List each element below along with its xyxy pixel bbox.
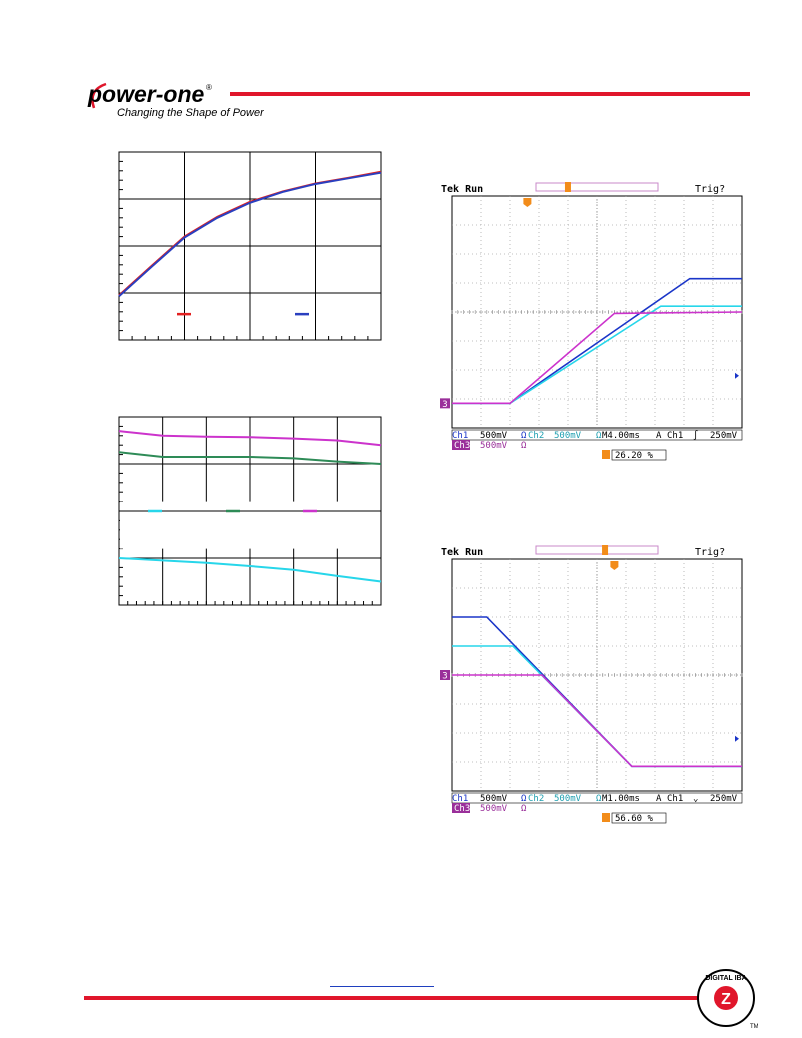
readout-timebase: M4.00ms [602,431,640,441]
digital-iba-badge-icon: Z DIGITAL IBA TM [697,969,758,1030]
series-line-2 [118,451,382,465]
legend-band [120,501,380,549]
readout-trig-mode: A [656,431,662,441]
readout-ch1: Ch1 [452,431,468,441]
trigger-position-frame [611,812,667,824]
scope-markers: 3 [440,182,739,410]
trigger-level-arrow-icon [735,735,739,742]
series-group [118,170,382,298]
readout-ch2-coupling: Ω [596,794,602,804]
readout-trig-slope: ∫ [693,430,698,441]
trigger-time-marker-icon [610,561,619,570]
scope-capture-startup: Tek Run Trig? 3 Ch1 500mV Ω Ch2 500mV Ω M4.00m… [438,180,748,465]
readout-trig-slope: ⌄ [693,794,698,804]
grid [119,152,381,340]
footer-rule [84,996,698,1000]
readout-row-frame [451,792,743,804]
trig-status: Trig? [695,184,725,195]
readout-ch3: Ch3 [454,804,470,814]
scope-status: Tek Run [441,184,483,195]
legend [119,501,381,549]
graticule [451,196,743,428]
chart-multi-series [118,416,382,606]
badge-text: DIGITAL IBA [705,975,746,982]
trig-status: Trig? [695,547,725,558]
scope-status: Tek Run [441,547,483,558]
readout-timebase: M1.00ms [602,794,640,804]
trigger-time-marker-icon [523,198,532,207]
logo-tagline: Changing the Shape of Power [117,107,264,119]
axis-ticks [118,416,382,606]
series-line-2 [118,171,382,298]
readout-trigger-position: 56.60 % [615,814,654,824]
readout-ch3-box [452,440,470,450]
readout-ch3-box [452,803,470,813]
record-bar [535,182,659,192]
readout-ch3-scale: 500mV [480,804,508,814]
badge-trademark: TM [750,1024,758,1030]
record-bar [535,545,659,555]
readout-ch3-coupling: Ω [521,441,527,451]
readout-ch1-scale: 500mV [480,431,508,441]
logo-registered-mark: ® [206,83,212,92]
readout-trigger-position: 26.20 % [615,451,654,461]
series-line-1 [118,557,382,583]
channel-3-marker-label: 3 [442,400,447,410]
readout-ch1-coupling: Ω [521,431,527,441]
readout-trig-mode: A [656,794,662,804]
readout-ch3-scale: 500mV [480,441,508,451]
trigger-position-icon [602,545,609,555]
scope-capture-shutdown: Tek Run Trig? 3 Ch1 500mV Ω Ch2 500mV Ω M1.00m… [438,543,748,828]
axis-ticks [118,151,382,341]
trace-ch3 [452,311,743,405]
readout-row-frame [451,429,743,441]
badge-letter: Z [721,991,731,1008]
readout-ch1: Ch1 [452,794,468,804]
trigger-position-readout-icon [602,813,610,822]
footer-link[interactable] [330,986,434,987]
channel-3-marker-label: 3 [442,672,447,682]
scope-screen: Tek Run Trig? 3 Ch1 500mV Ω Ch2 500mV Ω M1.00m… [440,545,743,824]
waveform-traces [452,616,742,768]
trigger-position-readout-icon [602,450,610,459]
channel-3-marker [440,398,450,409]
logo-brand-name: power-one [87,81,204,107]
header-rule [230,92,750,96]
channel-3-marker [440,670,450,680]
readout-ch2: Ch2 [528,431,544,441]
readout-ch2-coupling: Ω [596,431,602,441]
scope-screen: Tek Run Trig? 3 Ch1 500mV Ω Ch2 500mV Ω M4.00m… [440,182,743,461]
trace-ch3 [452,674,742,768]
waveform-traces [452,277,743,405]
series-group [118,430,382,583]
logo-swoosh-icon [91,82,107,109]
readout-ch2-scale: 500mV [554,431,582,441]
readout-ch3-coupling: Ω [521,804,527,814]
series-line-3 [118,430,382,447]
scope-markers: 3 [440,545,739,742]
readout-ch2: Ch2 [528,794,544,804]
trigger-level-arrow-icon [735,372,739,379]
readout-trig-source: Ch1 [667,431,683,441]
readout-ch1-scale: 500mV [480,794,508,804]
readout-ch2-scale: 500mV [554,794,582,804]
trigger-position-frame [611,449,667,461]
trigger-position-icon [564,182,571,192]
readout-ch3: Ch3 [454,441,470,451]
readout-ch1-coupling: Ω [521,794,527,804]
chart-output-curve [118,151,382,341]
power-one-logo: power-one ® Changing the Shape of Power [87,81,264,119]
readout-trig-level: 250mV [710,431,738,441]
readout-trig-source: Ch1 [667,794,683,804]
readout-trig-level: 250mV [710,794,738,804]
